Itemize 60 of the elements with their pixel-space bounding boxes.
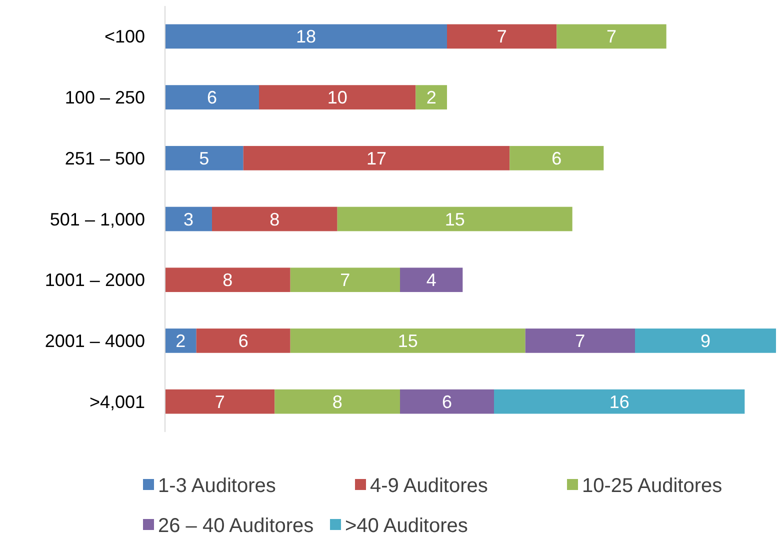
bar bbox=[165, 206, 212, 232]
data-label: 4 bbox=[426, 270, 436, 290]
bar bbox=[400, 268, 463, 292]
bar bbox=[196, 328, 290, 353]
y-tick-label: 2001 – 4000 bbox=[44, 331, 145, 352]
data-label: 18 bbox=[296, 26, 316, 47]
bar bbox=[165, 146, 244, 170]
bar bbox=[400, 389, 494, 414]
y-tick-label: <100 bbox=[104, 26, 145, 47]
legend-label: 1-3 Auditores bbox=[158, 475, 276, 497]
bar bbox=[165, 268, 290, 292]
legend-label: 26 – 40 Auditores bbox=[158, 515, 314, 537]
data-label: 8 bbox=[270, 209, 280, 230]
data-label: 7 bbox=[214, 392, 225, 412]
bar bbox=[165, 389, 275, 414]
bar bbox=[212, 206, 338, 232]
data-label: 8 bbox=[222, 270, 233, 290]
data-label: 2 bbox=[426, 88, 436, 108]
y-tick-label: 501 – 1,000 bbox=[50, 209, 145, 230]
data-label: 7 bbox=[340, 270, 350, 290]
y-tick-label: 251 – 500 bbox=[64, 148, 145, 168]
bar bbox=[274, 389, 400, 414]
y-tick-label: 100 – 250 bbox=[64, 88, 145, 108]
data-label: 16 bbox=[609, 392, 630, 412]
bar bbox=[259, 85, 416, 110]
bar bbox=[165, 328, 196, 353]
bar bbox=[165, 85, 259, 110]
data-label: 10 bbox=[327, 88, 348, 108]
data-label: 6 bbox=[442, 392, 452, 412]
data-label: 7 bbox=[606, 26, 617, 47]
data-label: 9 bbox=[700, 331, 711, 352]
bar bbox=[290, 328, 526, 353]
bar bbox=[635, 328, 776, 353]
y-tick-label: >4,001 bbox=[89, 392, 145, 412]
bar bbox=[510, 146, 604, 170]
data-label: 6 bbox=[552, 148, 562, 168]
bar bbox=[447, 24, 557, 49]
legend-label: >40 Auditores bbox=[345, 515, 468, 537]
y-tick-label: 1001 – 2000 bbox=[44, 270, 145, 290]
bar bbox=[243, 146, 510, 170]
bar bbox=[525, 328, 635, 353]
bar bbox=[165, 24, 447, 49]
data-label: 7 bbox=[496, 26, 507, 47]
legend-label: 10-25 Auditores bbox=[582, 475, 722, 497]
data-label: 15 bbox=[444, 209, 465, 230]
bar bbox=[556, 24, 666, 49]
data-label: 8 bbox=[332, 392, 342, 412]
data-label: 15 bbox=[398, 331, 418, 352]
bar bbox=[416, 85, 447, 110]
legend-label: 4-9 Auditores bbox=[370, 475, 488, 497]
bar bbox=[337, 206, 572, 232]
data-label: 5 bbox=[199, 148, 210, 168]
data-label: 6 bbox=[238, 331, 248, 352]
data-label: 2 bbox=[176, 331, 186, 352]
bar bbox=[494, 389, 745, 414]
bar bbox=[290, 268, 400, 292]
data-label: 6 bbox=[206, 88, 218, 108]
data-label: 17 bbox=[366, 148, 387, 168]
data-label: 7 bbox=[575, 331, 586, 352]
data-label: 3 bbox=[183, 209, 194, 230]
